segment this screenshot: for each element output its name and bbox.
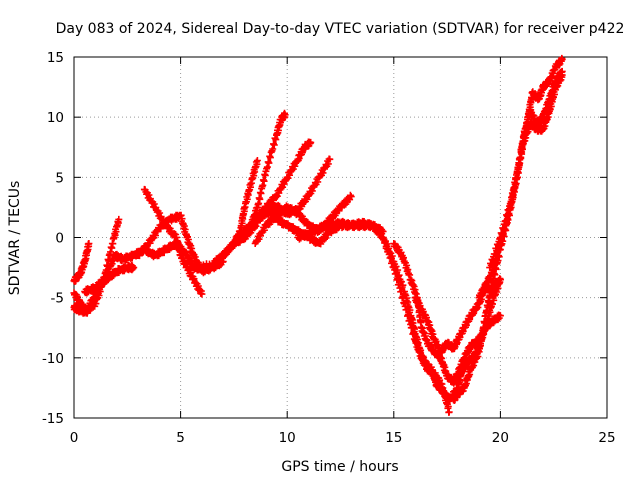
y-axis-label: SDTVAR / TECUs xyxy=(7,181,23,296)
data-point-markers xyxy=(140,185,206,298)
y-tick-label: 0 xyxy=(55,231,64,247)
y-tick-label: -10 xyxy=(42,351,64,367)
x-tick-label: 20 xyxy=(492,430,509,446)
x-tick-label: 10 xyxy=(279,430,296,446)
series-7 xyxy=(209,157,261,268)
series-0 xyxy=(70,240,93,285)
y-tick-label: 15 xyxy=(47,50,64,66)
y-tick-label: -15 xyxy=(42,411,64,427)
data-point-markers xyxy=(70,240,93,285)
series-18 xyxy=(486,71,566,272)
x-tick-label: 25 xyxy=(598,430,615,446)
x-tick-label: 15 xyxy=(385,430,402,446)
y-tick-label: 10 xyxy=(47,110,64,126)
y-tick-label: 5 xyxy=(55,170,64,186)
data-point-markers xyxy=(70,215,123,316)
axis-ticks: 0 5 10 15 20 25 -15 -10 -5 0 5 10 15 xyxy=(42,50,616,446)
data-point-markers xyxy=(486,71,566,272)
x-tick-label: 5 xyxy=(176,430,185,446)
series-1 xyxy=(70,215,123,316)
x-tick-label: 0 xyxy=(70,430,79,446)
series-4 xyxy=(140,185,206,298)
chart-title: Day 083 of 2024, Sidereal Day-to-day VTE… xyxy=(56,21,625,37)
series-14 xyxy=(390,240,504,387)
series-6 xyxy=(187,109,289,273)
data-point-markers xyxy=(390,240,504,387)
data-point-markers xyxy=(187,109,289,273)
x-axis-label: GPS time / hours xyxy=(281,459,398,475)
data-points xyxy=(70,54,566,416)
y-tick-label: -5 xyxy=(51,291,64,307)
data-point-markers xyxy=(209,157,261,268)
